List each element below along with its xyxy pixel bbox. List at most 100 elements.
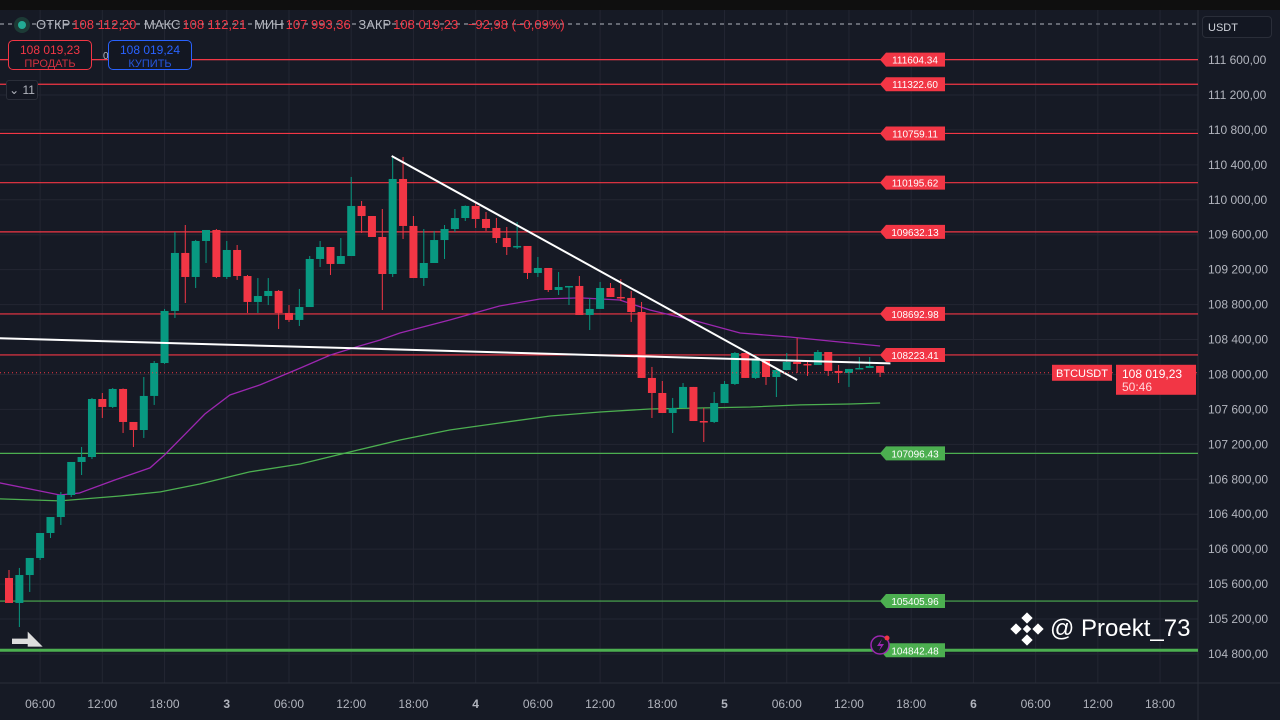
- candle-body: [668, 408, 677, 413]
- x-tick-label: 6: [970, 697, 977, 711]
- candle-body: [181, 252, 190, 277]
- candle-body: [834, 370, 843, 373]
- candle: [730, 352, 739, 385]
- candle: [533, 256, 542, 277]
- indicators-toggle[interactable]: ⌄ 11: [6, 80, 38, 100]
- x-tick-label: 18:00: [150, 697, 180, 711]
- candle-body: [212, 229, 221, 277]
- candle: [430, 230, 439, 264]
- candle-body: [15, 575, 24, 603]
- candle-body: [357, 205, 366, 217]
- trendline: [0, 337, 891, 365]
- level-label: 108692.98: [891, 310, 939, 321]
- candle-body: [596, 287, 605, 309]
- y-tick-label: 108 000,00: [1208, 367, 1268, 381]
- candle: [419, 229, 428, 286]
- candle: [399, 156, 408, 239]
- candle-body: [772, 370, 781, 377]
- candle: [264, 278, 273, 306]
- buy-button[interactable]: 108 019,24 КУПИТЬ: [108, 40, 192, 70]
- x-tick-label: 06:00: [1021, 697, 1051, 711]
- candle-body: [440, 229, 449, 241]
- y-tick-label: 111 200,00: [1208, 88, 1267, 102]
- candle-body: [160, 310, 169, 364]
- candle-body: [87, 399, 96, 458]
- y-tick-label: 111 600,00: [1208, 53, 1267, 67]
- market-status-icon: [14, 17, 30, 33]
- x-tick-label: 5: [721, 697, 728, 711]
- candle: [222, 240, 231, 279]
- candle: [284, 305, 293, 322]
- candle-body: [658, 392, 667, 413]
- candle-body: [430, 240, 439, 264]
- level-label-tag: [880, 52, 945, 67]
- candle: [5, 569, 13, 603]
- candle-body: [336, 256, 345, 264]
- candle: [202, 229, 211, 264]
- sell-price: 108 019,23: [19, 43, 81, 57]
- x-tick-label: 12:00: [585, 697, 615, 711]
- level-label-tag: [880, 306, 945, 321]
- level-label-tag: [880, 446, 945, 461]
- lightning-alert-icon[interactable]: [870, 635, 890, 655]
- candle: [482, 211, 491, 231]
- candle-body: [77, 457, 86, 462]
- candle: [46, 517, 55, 538]
- y-tick-label: 108 400,00: [1208, 333, 1268, 347]
- change-value: −92,98 (−0,09%): [467, 17, 565, 32]
- level-label: 104842.48: [891, 646, 939, 657]
- x-tick-label: 12:00: [834, 697, 864, 711]
- buy-label: КУПИТЬ: [128, 58, 172, 70]
- currency-selector[interactable]: USDT: [1202, 16, 1272, 38]
- y-tick-label: 106 000,00: [1208, 542, 1268, 556]
- sell-button[interactable]: 108 019,23 ПРОДАТЬ: [8, 40, 92, 70]
- candle: [813, 350, 822, 366]
- y-tick-label: 110 000,00: [1208, 193, 1267, 207]
- candle: [876, 365, 885, 377]
- candle-body: [56, 495, 65, 518]
- candle-body: [139, 395, 148, 431]
- candle-body: [741, 352, 750, 378]
- candle: [699, 408, 708, 442]
- level-label-tag: [880, 594, 945, 609]
- candle-body: [36, 533, 45, 558]
- candle-body: [295, 307, 304, 320]
- candle: [679, 383, 688, 409]
- x-tick-label: 18:00: [1145, 697, 1175, 711]
- candle: [77, 446, 86, 475]
- candle-body: [170, 252, 179, 311]
- level-label: 111604.34: [892, 56, 938, 67]
- candle-body: [461, 205, 470, 219]
- candle-body: [699, 421, 708, 423]
- candle-body: [305, 258, 314, 308]
- candle-body: [222, 249, 231, 277]
- x-tick-label: 12:00: [1083, 697, 1113, 711]
- candle: [544, 267, 553, 293]
- candle-body: [533, 267, 542, 273]
- candle-body: [253, 296, 262, 302]
- countdown-label: 50:46: [1122, 380, 1152, 394]
- candle: [658, 381, 667, 413]
- level-label-tag: [880, 77, 945, 92]
- candle: [316, 240, 325, 268]
- candle: [357, 200, 366, 233]
- candle: [793, 337, 802, 373]
- candle: [170, 231, 179, 318]
- candle-body: [367, 216, 376, 237]
- sell-label: ПРОДАТЬ: [24, 58, 76, 70]
- level-label: 108223.41: [891, 351, 939, 362]
- open-label: ОТКР: [36, 17, 71, 32]
- candle-body: [284, 312, 293, 320]
- alert-dot: [884, 635, 890, 641]
- candle-body: [813, 352, 822, 366]
- candle-body: [855, 367, 864, 370]
- tradingview-logo: ▬◣: [12, 628, 42, 648]
- candle-body: [347, 205, 356, 257]
- candle-body: [720, 383, 729, 404]
- candle-body: [409, 225, 418, 279]
- x-tick-label: 3: [223, 697, 230, 711]
- candle-body: [450, 218, 459, 230]
- candle-body: [575, 285, 584, 315]
- candle: [15, 567, 24, 627]
